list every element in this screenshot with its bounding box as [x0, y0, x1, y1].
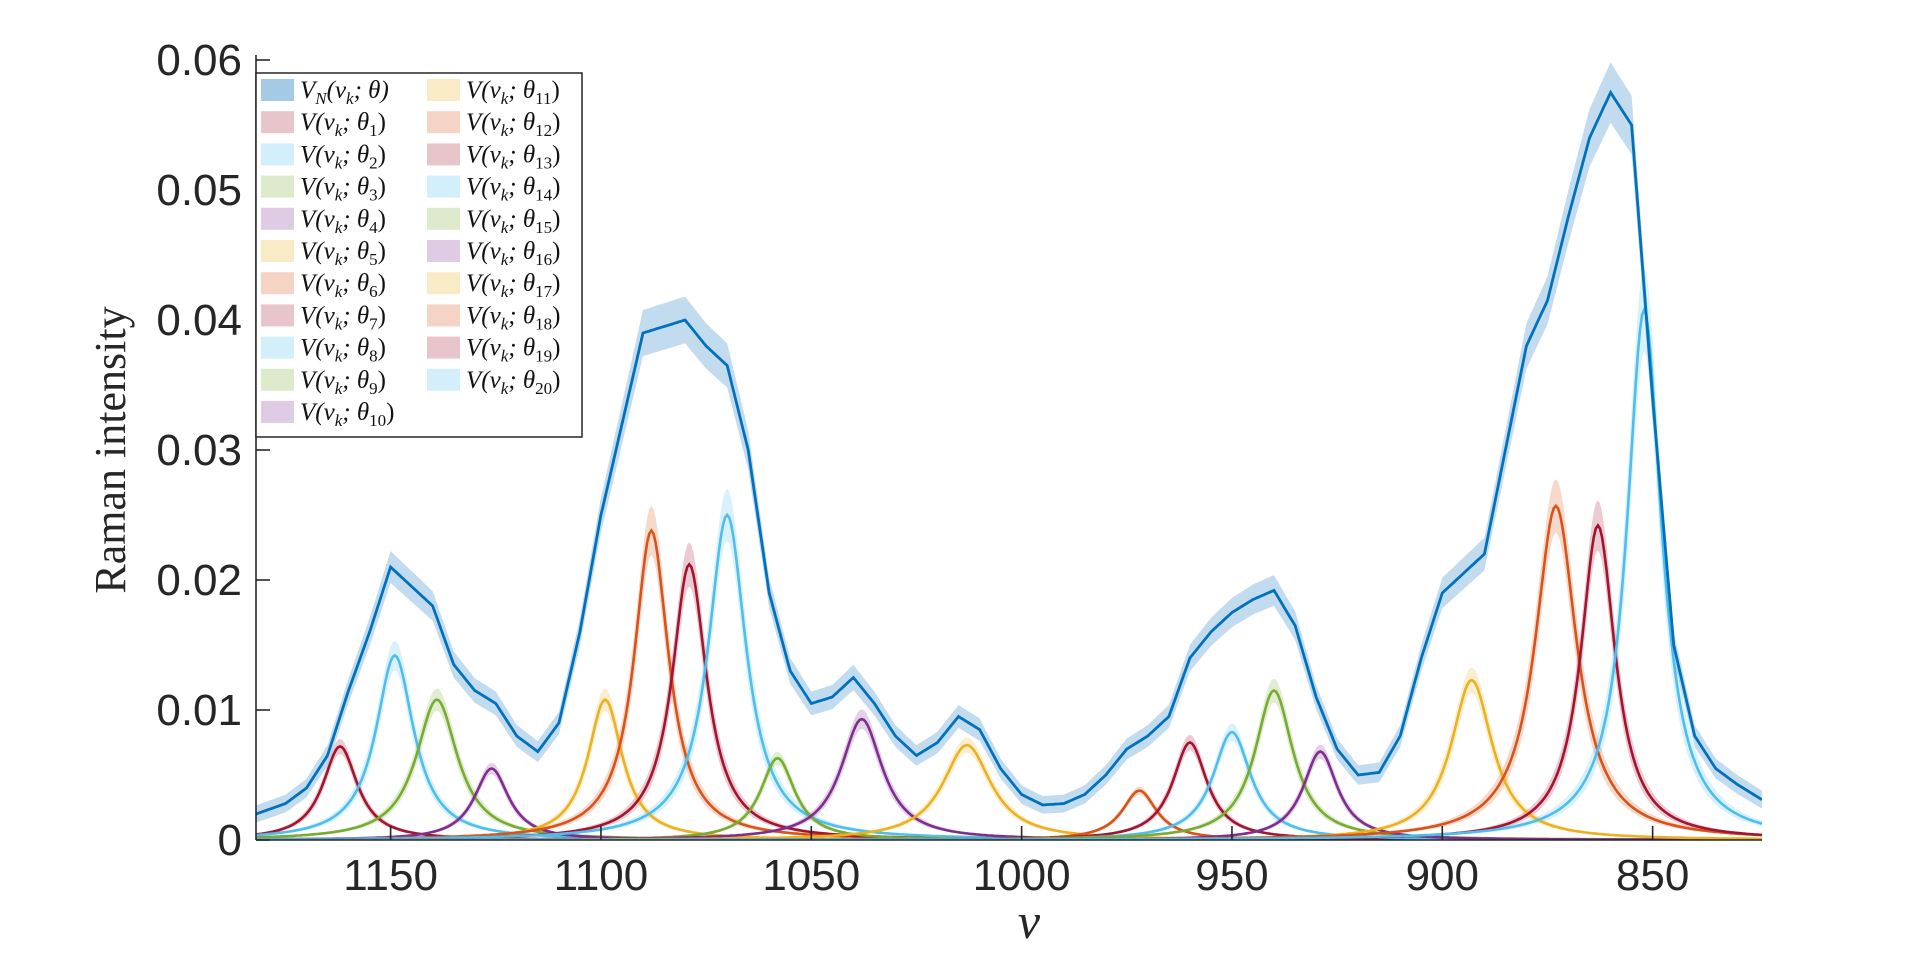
legend-box [255, 72, 583, 438]
legend-component-11-label: V(νk; θ11) [466, 77, 560, 108]
x-tick-label: 1150 [343, 851, 438, 900]
legend-component-5-swatch [261, 240, 294, 262]
y-tick-label: 0.03 [156, 426, 242, 475]
component-line-8 [256, 512, 1762, 840]
legend-component-15-swatch [427, 207, 460, 230]
y-tick-label: 0.02 [156, 556, 242, 605]
axes: 1150 1100 1050 1000 950 900 850 0 0.01 0.02 0.03 0.… [86, 36, 1762, 949]
component-band-6 [256, 505, 1762, 840]
component-band-12 [256, 786, 1762, 840]
legend-component-2-label: V(νk; θ2) [300, 141, 386, 172]
legend-component-20-swatch [427, 368, 460, 391]
legend-component-7-swatch [261, 304, 294, 327]
x-tick-label: 1000 [973, 851, 1071, 900]
legend-component-1-label: V(νk; θ1) [300, 109, 386, 140]
legend-component-2-swatch [261, 143, 294, 166]
y-tick-label: 0 [218, 816, 242, 865]
legend-component-15-label: V(νk; θ15) [466, 206, 560, 237]
x-tick-label: 850 [1616, 851, 1689, 900]
legend-component-13-swatch [427, 143, 460, 166]
legend-component-20-label: V(νk; θ20) [466, 367, 560, 398]
y-tick-label: 0.01 [156, 686, 242, 735]
legend-component-14-label: V(νk; θ14) [466, 174, 560, 205]
legend-component-8-label: V(νk; θ8) [300, 335, 386, 366]
component-line-18 [256, 503, 1762, 840]
x-tick-label: 1050 [762, 851, 860, 900]
component-band-1 [256, 738, 1762, 840]
legend-component-8-swatch [261, 336, 294, 359]
legend-total-swatch [261, 79, 294, 101]
legend: VN(νk; θ)V(νk; θ1)V(νk; θ2)V(νk; θ3)V(νk… [255, 72, 583, 438]
legend-component-4-swatch [261, 207, 294, 230]
legend-component-13-label: V(νk; θ13) [466, 141, 560, 172]
legend-component-18-swatch [427, 304, 460, 327]
x-tick-label: 900 [1406, 851, 1479, 900]
y-axis-label: Raman intensity [86, 306, 135, 593]
legend-component-9-label: V(νk; θ9) [300, 367, 386, 398]
legend-component-6-label: V(νk; θ6) [300, 270, 386, 301]
legend-component-11-swatch [427, 79, 460, 101]
legend-component-17-swatch [427, 272, 460, 295]
component-line-19 [256, 523, 1762, 840]
legend-component-12-swatch [427, 111, 460, 134]
component-line-13 [256, 741, 1762, 840]
legend-component-17-label: V(νk; θ17) [466, 270, 560, 301]
legend-component-12-label: V(νk; θ12) [466, 109, 560, 140]
y-tick-label: 0.06 [156, 36, 242, 85]
total-line [256, 89, 1762, 816]
x-tick-label: 950 [1195, 851, 1268, 900]
legend-component-14-swatch [427, 175, 460, 198]
legend-component-18-label: V(νk; θ18) [466, 302, 560, 333]
legend-component-19-swatch [427, 336, 460, 359]
component-band-19 [256, 500, 1762, 840]
legend-component-4-label: V(νk; θ4) [300, 206, 386, 237]
legend-component-3-swatch [261, 175, 294, 198]
legend-component-19-label: V(νk; θ19) [466, 335, 560, 366]
legend-total-label: VN(νk; θ) [300, 77, 389, 108]
legend-component-6-swatch [261, 272, 294, 295]
legend-component-16-label: V(νk; θ16) [466, 238, 560, 269]
legend-component-3-label: V(νk; θ3) [300, 174, 386, 205]
legend-component-1-swatch [261, 111, 294, 134]
component-band-11 [256, 737, 1762, 840]
legend-component-7-label: V(νk; θ7) [300, 302, 386, 333]
x-tick-label: 1100 [554, 851, 649, 900]
legend-component-16-swatch [427, 240, 460, 262]
legend-component-9-swatch [261, 368, 294, 391]
x-axis-label: ν [1018, 893, 1041, 949]
y-tick-label: 0.04 [156, 296, 242, 345]
legend-component-5-label: V(νk; θ5) [300, 238, 386, 269]
legend-component-10-label: V(νk; θ10) [300, 399, 394, 430]
legend-component-10-swatch [261, 401, 294, 423]
y-tick-label: 0.05 [156, 166, 242, 215]
